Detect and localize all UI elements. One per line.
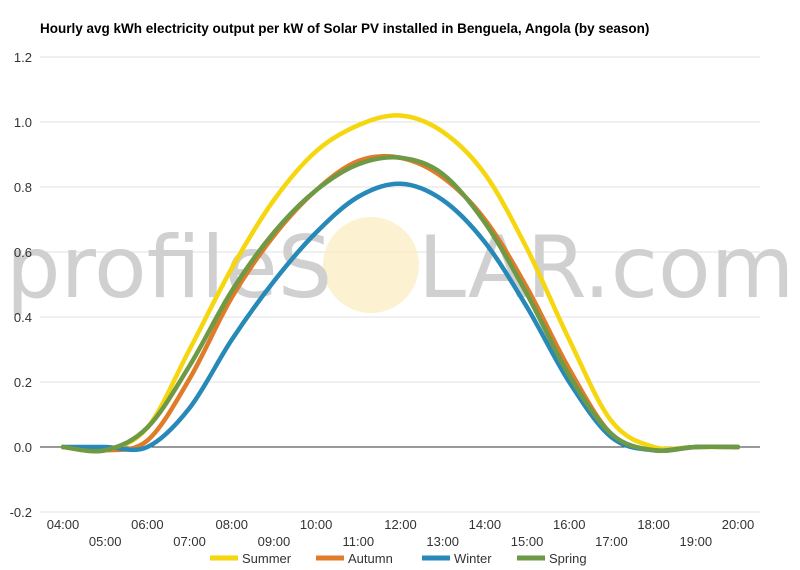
y-tick-label: 1.0 <box>14 115 32 130</box>
legend-item-spring[interactable]: Spring <box>517 551 587 566</box>
series-line-spring <box>60 155 741 454</box>
x-tick-label: 14:00 <box>469 517 502 532</box>
x-tick-label: 18:00 <box>637 517 670 532</box>
x-tick-label: 12:00 <box>384 517 417 532</box>
legend-item-summer[interactable]: Summer <box>210 551 292 566</box>
chart-title: Hourly avg kWh electricity output per kW… <box>40 21 649 36</box>
y-tick-label: 0.8 <box>14 180 32 195</box>
grid-lines <box>40 56 760 513</box>
legend-label: Winter <box>454 551 492 566</box>
series-line-winter <box>60 181 741 453</box>
y-tick-label: 0.6 <box>14 245 32 260</box>
legend-label: Autumn <box>348 551 393 566</box>
legend-label: Spring <box>549 551 587 566</box>
x-tick-label: 17:00 <box>595 534 628 549</box>
x-tick-label: 13:00 <box>426 534 459 549</box>
x-tick-label: 10:00 <box>300 517 333 532</box>
x-tick-label: 05:00 <box>89 534 122 549</box>
x-tick-label: 06:00 <box>131 517 164 532</box>
x-tick-label: 08:00 <box>215 517 248 532</box>
y-tick-label: 0.0 <box>14 440 32 455</box>
y-tick-label: 0.2 <box>14 375 32 390</box>
watermark: profileS LAR.com <box>6 217 794 318</box>
x-tick-label: 04:00 <box>47 517 80 532</box>
x-axis-tick-labels: 04:00 05:00 06:00 07:00 08:00 09:00 10:00 11:00… <box>47 517 755 549</box>
legend-label: Summer <box>242 551 292 566</box>
x-tick-label: 07:00 <box>173 534 206 549</box>
watermark-sun-icon <box>323 217 419 313</box>
legend-item-winter[interactable]: Winter <box>422 551 492 566</box>
y-axis-tick-labels: -0.2 0.0 0.2 0.4 0.6 0.8 1.0 1.2 <box>10 50 32 520</box>
legend-item-autumn[interactable]: Autumn <box>316 551 393 566</box>
x-tick-label: 19:00 <box>680 534 713 549</box>
y-tick-label: -0.2 <box>10 505 32 520</box>
x-tick-label: 16:00 <box>553 517 586 532</box>
y-tick-label: 1.2 <box>14 50 32 65</box>
x-tick-label: 15:00 <box>511 534 544 549</box>
series-line-summer <box>60 113 741 454</box>
legend: Summer Autumn Winter Spring <box>210 551 587 566</box>
x-tick-label: 09:00 <box>258 534 291 549</box>
y-tick-label: 0.4 <box>14 310 32 325</box>
series-lines <box>60 113 741 454</box>
x-tick-label: 11:00 <box>343 534 375 549</box>
x-tick-label: 20:00 <box>722 517 755 532</box>
watermark-text-left: profileS <box>6 218 332 318</box>
